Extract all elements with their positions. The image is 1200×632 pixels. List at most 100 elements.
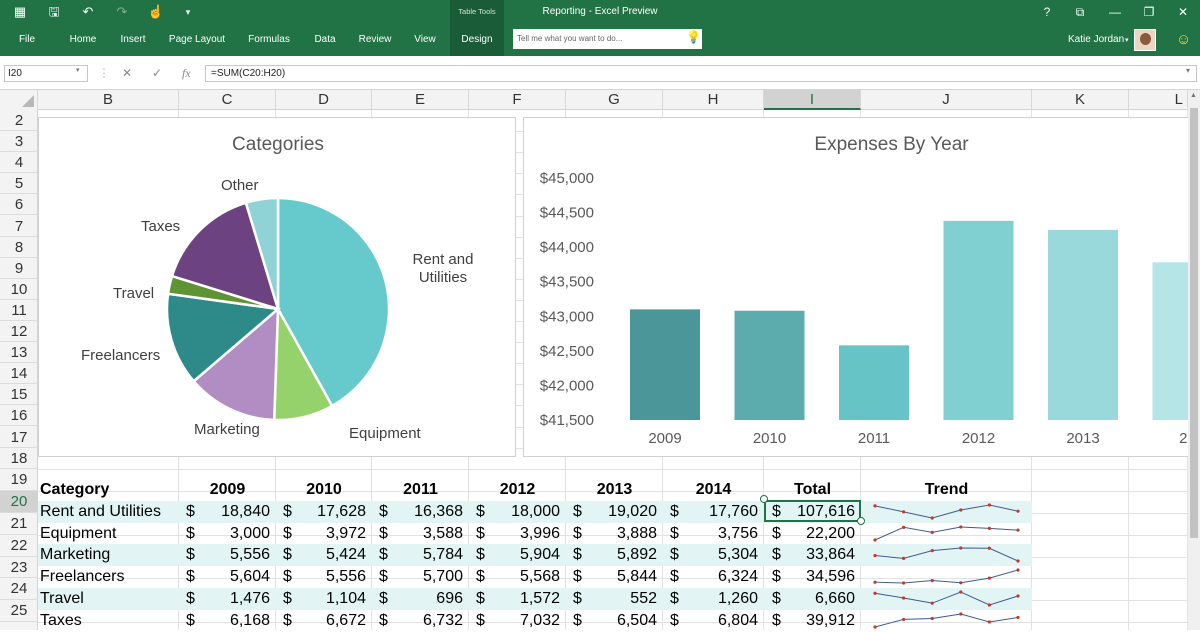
value-cell[interactable]: $1,260	[663, 588, 764, 610]
bar-chart[interactable]: Expenses By Year $41,500 $42,000 $42,500 $4…	[523, 117, 1188, 457]
expand-formula-icon[interactable]: ▾	[1186, 66, 1191, 75]
value-cell[interactable]: $6,672	[276, 610, 372, 632]
row-header-11[interactable]: 11	[0, 300, 38, 321]
header-category[interactable]: Category	[40, 481, 110, 498]
pie-chart[interactable]: Categories Rent and Utilities Equipment Mar…	[38, 117, 516, 457]
value-cell[interactable]: $3,756	[663, 523, 764, 545]
fill-handle-bottom[interactable]	[857, 517, 865, 525]
row-header-20[interactable]: 20	[0, 491, 38, 513]
value-cell[interactable]: $1,104	[276, 588, 372, 610]
row-header-5[interactable]: 5	[0, 173, 38, 195]
save-icon[interactable]: 🖫	[48, 4, 60, 19]
category-cell[interactable]: Equipment	[40, 524, 117, 542]
tab-file[interactable]: File	[18, 34, 36, 45]
column-header-c[interactable]: C	[179, 90, 276, 110]
enter-icon[interactable]: ✓	[152, 66, 163, 80]
scroll-up-icon[interactable]: ▲	[1190, 92, 1197, 99]
fill-handle-top[interactable]	[760, 495, 768, 503]
value-cell[interactable]: $5,304	[663, 544, 764, 566]
value-cell[interactable]: $7,032	[469, 610, 566, 632]
column-header-d[interactable]: D	[276, 90, 372, 110]
total-cell[interactable]: $107,616	[764, 501, 861, 523]
value-cell[interactable]: $1,572	[469, 588, 566, 610]
value-cell[interactable]: $5,892	[566, 544, 663, 566]
value-cell[interactable]: $3,588	[372, 523, 469, 545]
column-header-i[interactable]: I	[764, 90, 861, 110]
active-cell[interactable]	[764, 500, 861, 522]
value-cell[interactable]: $5,568	[469, 566, 566, 588]
value-cell[interactable]: $1,476	[179, 588, 276, 610]
tab-page-layout[interactable]: Page Layout	[168, 34, 226, 45]
formula-input[interactable]: =SUM(C20:H20)	[205, 65, 1197, 82]
value-cell[interactable]: $3,972	[276, 523, 372, 545]
help-button[interactable]: ?	[1043, 5, 1051, 19]
row-header-23[interactable]: 23	[0, 557, 38, 579]
header-year[interactable]: 2014	[695, 481, 732, 498]
row-header-17[interactable]: 17	[0, 427, 38, 448]
value-cell[interactable]: $696	[372, 588, 469, 610]
cancel-icon[interactable]: ✕	[122, 66, 133, 80]
smiley-feedback-icon[interactable]: ☺	[1176, 31, 1192, 48]
header-year[interactable]: 2011	[403, 481, 438, 498]
row-header-19[interactable]: 19	[0, 469, 38, 492]
column-header-l[interactable]: L	[1129, 90, 1188, 110]
total-cell[interactable]: $6,660	[764, 588, 861, 610]
value-cell[interactable]: $6,504	[566, 610, 663, 632]
avatar[interactable]	[1134, 29, 1156, 51]
vertical-scrollbar[interactable]: ▲	[1188, 90, 1200, 630]
category-cell[interactable]: Taxes	[40, 611, 82, 629]
row-header-15[interactable]: 15	[0, 384, 38, 406]
close-button[interactable]: ✕	[1177, 5, 1189, 19]
column-header-b[interactable]: B	[38, 90, 179, 110]
value-cell[interactable]: $3,000	[179, 523, 276, 545]
value-cell[interactable]: $5,604	[179, 566, 276, 588]
value-cell[interactable]: $5,700	[372, 566, 469, 588]
row-header-7[interactable]: 7	[0, 216, 38, 237]
column-header-g[interactable]: G	[566, 90, 663, 110]
user-dropdown-icon[interactable]: ▾	[1125, 37, 1129, 44]
name-box[interactable]: I20	[4, 65, 88, 82]
touch-mode-icon[interactable]: ☝	[147, 4, 165, 19]
row-header-16[interactable]: 16	[0, 405, 38, 427]
tab-data[interactable]: Data	[314, 34, 336, 45]
category-cell[interactable]: Rent and Utilities	[40, 502, 161, 520]
row-header-21[interactable]: 21	[0, 513, 38, 535]
value-cell[interactable]: $6,168	[179, 610, 276, 632]
row-header-14[interactable]: 14	[0, 363, 38, 385]
tab-insert[interactable]: Insert	[120, 34, 146, 45]
row-header-18[interactable]: 18	[0, 448, 38, 470]
tab-formulas[interactable]: Formulas	[248, 34, 290, 45]
tab-home[interactable]: Home	[69, 34, 97, 45]
value-cell[interactable]: $552	[566, 588, 663, 610]
user-name[interactable]: Katie Jordan	[1068, 34, 1125, 45]
ribbon-display-button[interactable]: ⧉	[1075, 5, 1085, 19]
total-cell[interactable]: $34,596	[764, 566, 861, 588]
row-header-8[interactable]: 8	[0, 237, 38, 258]
category-cell[interactable]: Marketing	[40, 546, 111, 564]
header-trend[interactable]: Trend	[924, 481, 969, 498]
redo-icon[interactable]: ↷	[116, 4, 128, 19]
header-total[interactable]: Total	[793, 481, 832, 498]
restore-button[interactable]: ❐	[1143, 5, 1155, 19]
category-cell[interactable]: Travel	[40, 590, 84, 607]
total-cell[interactable]: $39,912	[764, 610, 861, 632]
row-header-10[interactable]: 10	[0, 279, 38, 300]
column-header-e[interactable]: E	[372, 90, 469, 110]
row-header-4[interactable]: 4	[0, 152, 38, 174]
value-cell[interactable]: $6,732	[372, 610, 469, 632]
row-header-2[interactable]: 2	[0, 110, 38, 132]
value-cell[interactable]: $3,996	[469, 523, 566, 545]
value-cell[interactable]: $19,020	[566, 501, 663, 523]
customize-qat-icon[interactable]: ▾	[185, 7, 191, 17]
value-cell[interactable]: $5,556	[276, 566, 372, 588]
tab-review[interactable]: Review	[358, 34, 392, 45]
row-header-3[interactable]: 3	[0, 131, 38, 153]
total-cell[interactable]: $22,200	[764, 523, 861, 545]
column-header-f[interactable]: F	[469, 90, 566, 110]
header-year[interactable]: 2010	[306, 481, 342, 498]
undo-icon[interactable]: ↶	[82, 4, 94, 19]
value-cell[interactable]: $3,888	[566, 523, 663, 545]
column-header-h[interactable]: H	[663, 90, 764, 110]
header-year[interactable]: 2013	[596, 481, 633, 498]
minimize-button[interactable]: —	[1109, 5, 1121, 19]
